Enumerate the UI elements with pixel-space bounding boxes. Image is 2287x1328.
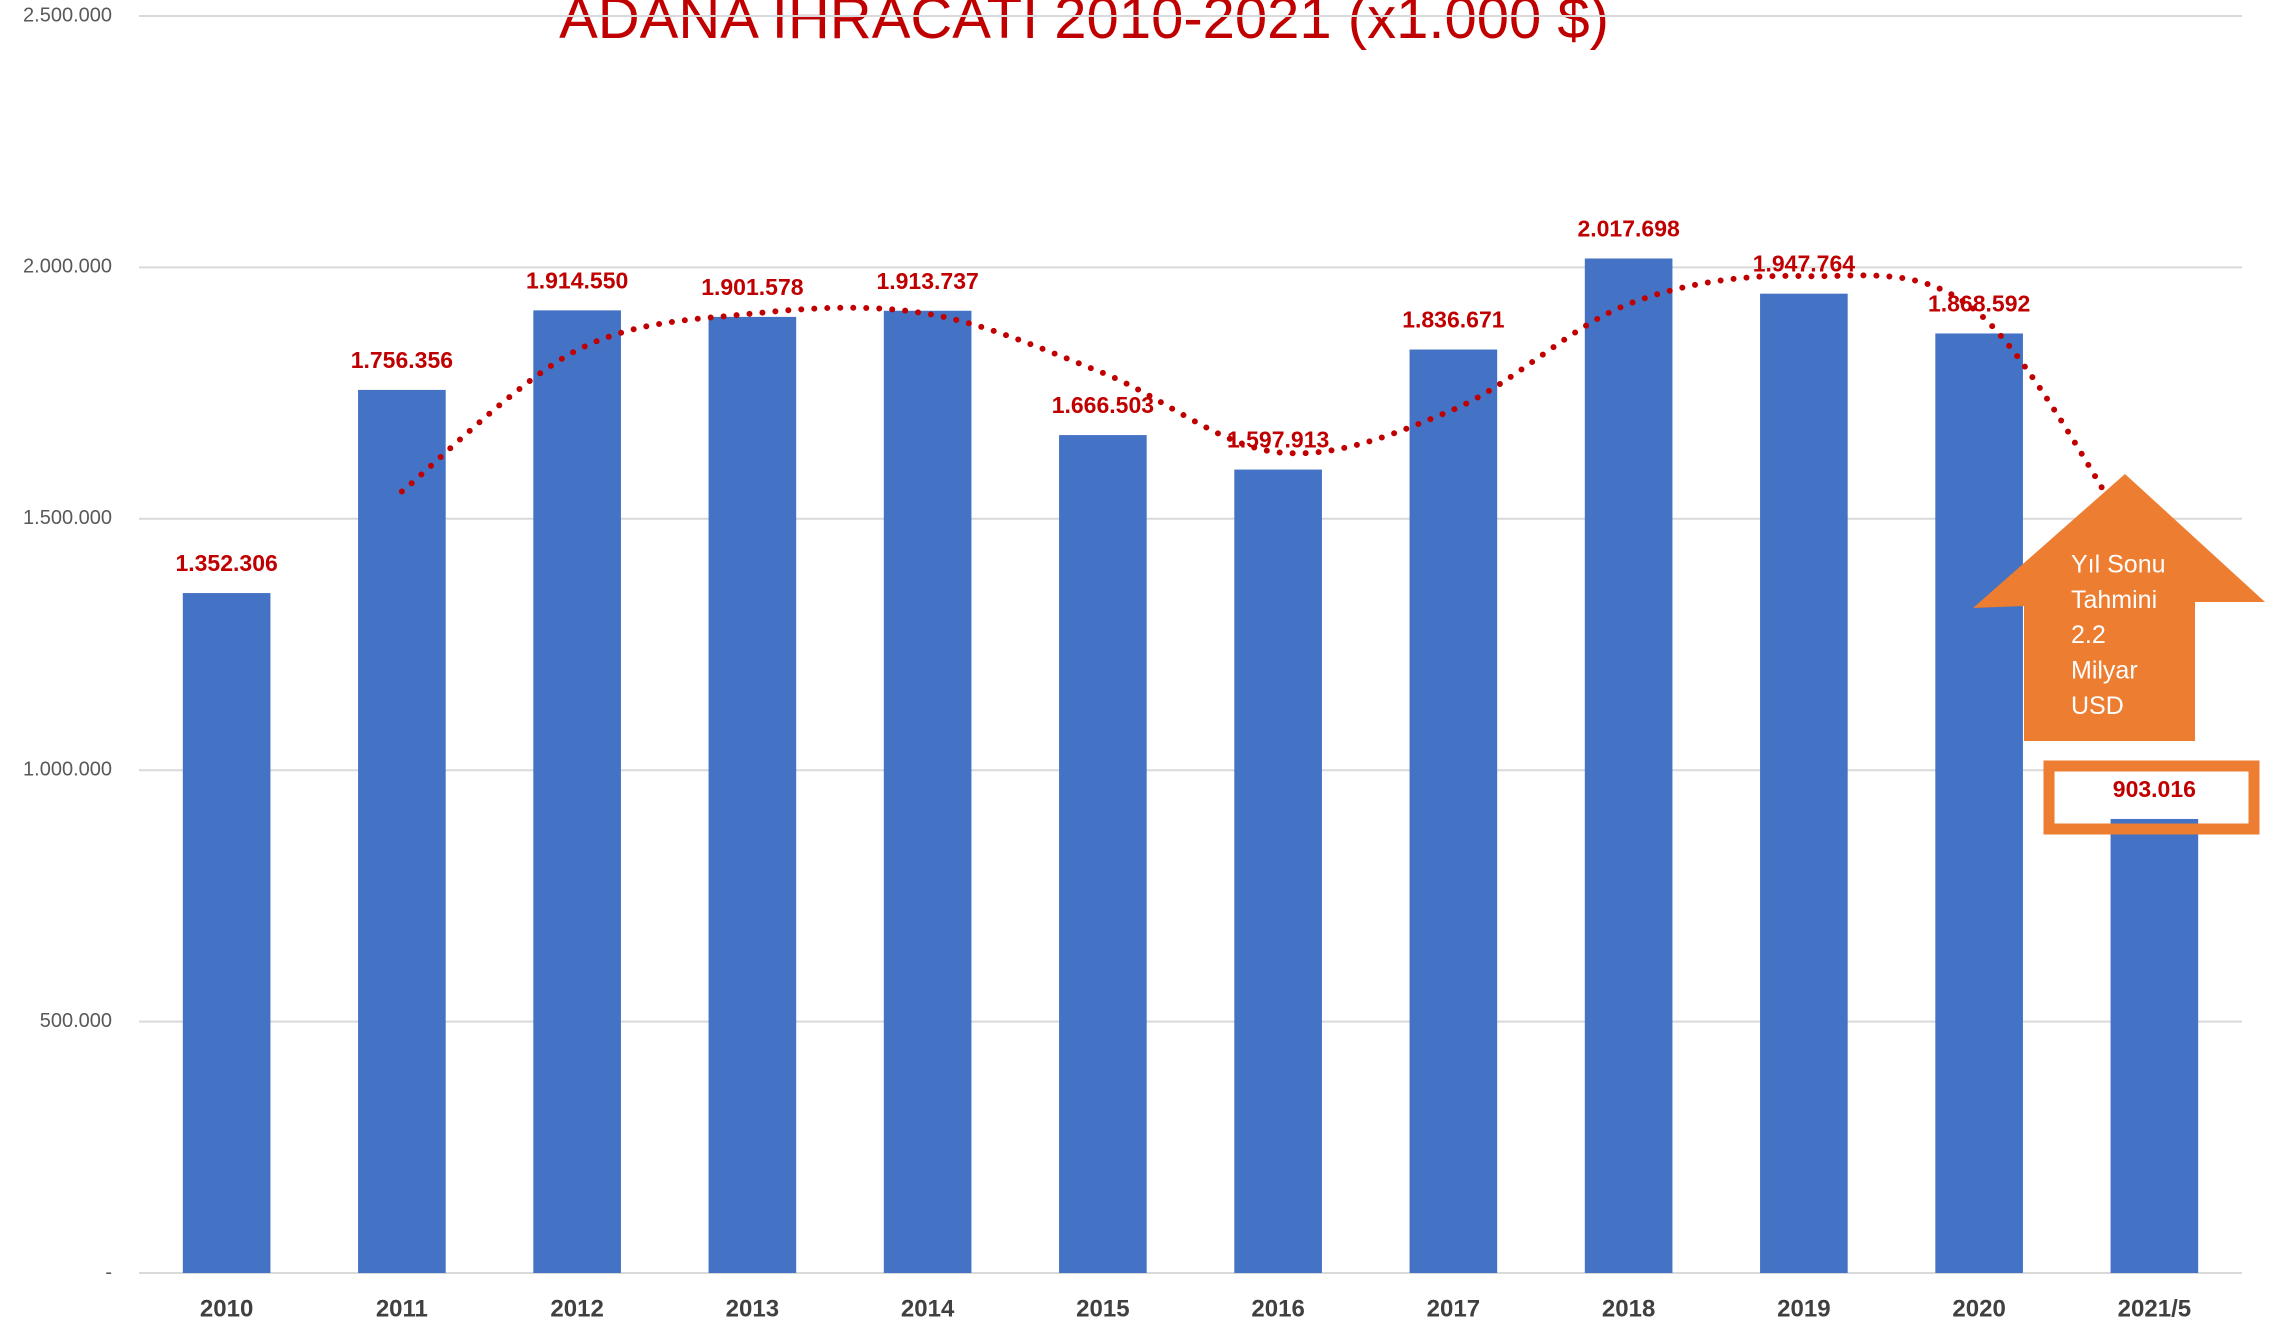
x-tick-label: 2012 xyxy=(550,1295,603,1322)
chart-title: ADANA İHRACATI 2010-2021 (x1.000 $) xyxy=(559,0,1609,51)
bar xyxy=(358,389,446,1274)
y-tick-label: 1.000.000 xyxy=(23,758,112,780)
x-tick-label: 2016 xyxy=(1251,1295,1304,1322)
bar xyxy=(1584,258,1673,1273)
value-label: 1.868.592 xyxy=(1928,291,2030,317)
bar xyxy=(1059,435,1147,1274)
bar xyxy=(2110,818,2199,1273)
highlight-box xyxy=(2043,760,2260,835)
value-label: 1.352.306 xyxy=(175,550,277,576)
value-label: 1.836.671 xyxy=(1402,307,1505,333)
annotation: Yıl Sonu xyxy=(2071,551,2166,579)
x-tick-label: 2017 xyxy=(1427,1295,1480,1322)
y-tick-label: 2.500.000 xyxy=(23,4,112,26)
bar xyxy=(883,310,972,1273)
value-label: 903.016 xyxy=(2113,776,2196,802)
annotation: Milyar xyxy=(2071,657,2138,685)
value-label: 1.597.913 xyxy=(1227,427,1329,453)
x-tick-label: 2013 xyxy=(726,1295,779,1322)
bar xyxy=(1760,293,1848,1273)
x-tick-label: 2019 xyxy=(1777,1295,1830,1322)
x-tick-label: 2020 xyxy=(1952,1295,2005,1322)
bar xyxy=(1234,469,1322,1273)
y-tick-label: - xyxy=(105,1261,112,1283)
value-label: 1.913.737 xyxy=(876,268,978,294)
y-tick-label: 1.500.000 xyxy=(23,507,112,529)
bar xyxy=(182,593,271,1273)
value-label: 1.901.578 xyxy=(701,274,804,300)
annotation: USD xyxy=(2071,692,2124,720)
forecast-arrow xyxy=(1973,474,2265,741)
bar xyxy=(533,310,621,1273)
bar xyxy=(1935,333,2023,1274)
bar xyxy=(1409,349,1498,1273)
annotation: 2.2 xyxy=(2071,621,2106,649)
value-label: 1.947.764 xyxy=(1753,251,1856,277)
x-tick-label: 2018 xyxy=(1602,1295,1655,1322)
annotation: Tahmini xyxy=(2071,586,2157,614)
value-label: 1.914.550 xyxy=(526,267,628,293)
x-tick-label: 2010 xyxy=(200,1295,253,1322)
value-label: 1.666.503 xyxy=(1052,392,1154,418)
bar xyxy=(708,316,797,1273)
value-label: 1.756.356 xyxy=(351,347,453,373)
y-tick-label: 500.000 xyxy=(40,1010,112,1032)
x-tick-label: 2015 xyxy=(1076,1295,1129,1322)
trendline xyxy=(398,272,2158,580)
x-tick-label: 2011 xyxy=(376,1295,428,1322)
y-tick-label: 2.000.000 xyxy=(23,256,112,278)
x-tick-label: 2014 xyxy=(901,1295,955,1322)
value-label: 2.017.698 xyxy=(1577,216,1680,242)
x-tick-label: 2021/5 xyxy=(2118,1295,2191,1322)
